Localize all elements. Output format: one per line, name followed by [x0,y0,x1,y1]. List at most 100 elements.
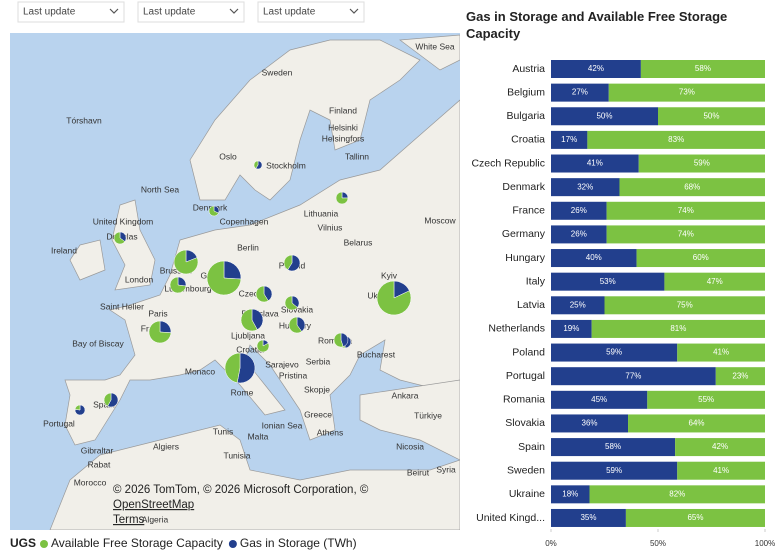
map-pie-slice [376,280,412,316]
bar-value-label: 59% [694,159,710,168]
map-label: Berlin [237,242,259,252]
bar-value-label: 58% [605,442,621,451]
map-label: Vilnius [318,222,343,232]
bar-value-label: 27% [572,88,588,97]
map-label: Paris [148,308,167,318]
map-label: Monaco [185,366,216,376]
chevron[interactable] [229,8,239,14]
x-tick-label: 0% [545,539,557,548]
land [189,39,421,201]
bar-segment [551,154,639,173]
bar-segment [625,508,765,527]
bar-value-label: 41% [713,466,729,475]
map-pie-slice [148,320,172,344]
dropdown-label[interactable]: Last update [143,7,196,18]
map-pie-slice [113,231,126,245]
x-tick-label: 100% [755,539,775,548]
map[interactable]: White Sea Sweden Finland Tórshavn HelsinkiHe… [10,33,460,530]
dropdown-label[interactable]: Last update [263,7,316,18]
bar-value-label: 77% [625,371,641,380]
bar-value-label: 40% [586,253,602,262]
y-tick-label: Hungary [505,252,545,264]
bar-segment [715,367,765,386]
chart-title: Gas in Storage and Available Free Storag… [466,9,728,41]
map-label: Czechia [239,288,270,298]
map-label: Portugal [43,418,75,428]
map-pie-slice [287,254,301,272]
y-tick-label: France [512,205,545,217]
bar-value-label: 36% [582,419,598,428]
chevron[interactable] [349,8,359,14]
bar-segment [551,249,637,268]
bar-segment [608,83,765,102]
map-label: Helsinki [328,122,358,132]
bar-value-label: 53% [600,277,616,286]
bar-value-label: 45% [591,395,607,404]
map-label: Stockholm [266,160,306,170]
map-label: Saint Helier [100,301,144,311]
bar-segment [551,438,676,457]
bar-value-label: 35% [580,513,596,522]
bar-value-label: 32% [577,182,593,191]
land [111,199,156,291]
filter-dropdown[interactable]: Last update [257,1,365,23]
osm-link[interactable]: OpenStreetMap [113,499,194,511]
chevron[interactable] [109,8,119,14]
dropdown-box[interactable] [257,1,365,23]
map-label: Malta [248,431,269,441]
legend-label: Available Free Storage Capacity [51,536,223,550]
y-tick-label: United Kingd... [476,512,545,524]
bar-value-label: 83% [668,135,684,144]
bar-segment [551,60,641,78]
legend-swatch [228,540,237,548]
map-label: Helsingfors [322,133,365,143]
bar-segment [551,272,665,291]
dropdown-box[interactable] [137,1,245,23]
y-tick-label: Denmark [502,181,545,193]
map-pie-slice [333,332,344,348]
map-label: Bay of Biscay [72,338,124,348]
map-label: Copenhagen [220,216,269,226]
bar-segment [677,343,765,362]
map-label: Athens [317,427,343,437]
map-pie-slice [208,205,219,217]
map-label: Bucharest [357,349,396,359]
land [69,239,106,281]
map-label: North Sea [141,184,180,194]
bar-segment [664,272,765,291]
bar-segment [587,130,765,149]
y-tick-label: Netherlands [488,323,545,335]
bar-value-label: 47% [707,277,723,286]
bar-segment [551,225,607,244]
dropdown-label[interactable]: Last update [23,7,76,18]
bar-segment [640,60,765,78]
bar-segment [677,461,765,480]
map-label: Oslo [219,151,237,161]
map-pie-slice [284,295,298,311]
bar-value-label: 74% [678,230,694,239]
map-pie-slice [335,191,349,205]
map-pie-slice [240,308,258,332]
dropdown-box[interactable] [17,1,125,23]
map-label: Ankara [392,390,419,400]
y-tick-label: Italy [526,275,546,287]
y-tick-label: Latvia [517,299,545,311]
map-label: Tórshavn [66,115,102,125]
bar-value-label: 60% [693,253,709,262]
bar-segment [619,178,765,197]
bar-value-label: 82% [669,489,685,498]
bar-segment [551,201,607,220]
bar-segment [658,107,765,126]
filter-dropdown[interactable]: Last update [137,1,245,23]
map-label: Brussels [160,265,193,275]
bar-value-label: 75% [677,300,693,309]
map-pie-slice [256,339,270,353]
bar-value-label: 26% [571,230,587,239]
bar-value-label: 19% [563,324,579,333]
filter-dropdown[interactable]: Last update [17,1,125,23]
map-label: White Sea [415,41,454,51]
terms-link[interactable]: Terms [113,514,145,526]
map-label: Rome [231,387,254,397]
map-pie-slice [288,316,303,334]
